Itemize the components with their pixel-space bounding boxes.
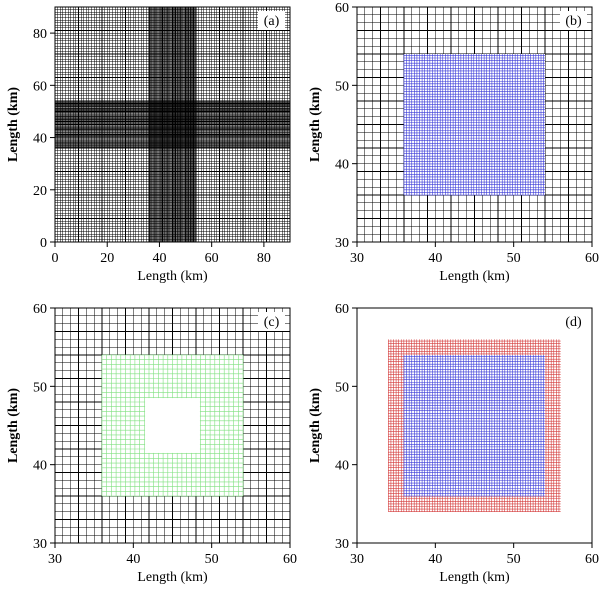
panel-b: 30 40 50 60 30 40 50 60 Length (km) Length (km) (b… [308, 1, 599, 284]
panel-c: 30 40 50 60 30 40 50 60 Length (km) Length (km) (c… [6, 302, 297, 585]
y-tick-label: 50 [33, 380, 47, 395]
panel-label: (b) [565, 14, 582, 29]
panel-label: (c) [264, 315, 280, 330]
base-grid [55, 308, 290, 543]
x-tick-label: 0 [52, 251, 59, 266]
plot-frame [356, 6, 593, 243]
y-axis-label: Length (km) [6, 388, 21, 463]
x-tick-label: 30 [48, 552, 62, 567]
y-tick-label: 30 [33, 537, 47, 552]
x-axis-label: Length (km) [439, 269, 510, 284]
mesh [388, 339, 561, 512]
x-tick-label: 50 [507, 552, 521, 567]
x-tick-label: 60 [585, 552, 599, 567]
panel-label-box [258, 312, 285, 331]
y-axis-label: Length (km) [308, 87, 323, 162]
x-tick-label: 30 [350, 552, 364, 567]
refinement-region [403, 54, 545, 196]
dense-band-grid [55, 7, 290, 242]
x-tick-label: 60 [205, 251, 219, 266]
y-axis-label: Length (km) [308, 388, 323, 463]
plot-frame [54, 6, 291, 243]
panel-label-box [258, 11, 285, 30]
y-tick-label: 50 [335, 380, 349, 395]
refinement-region [403, 355, 545, 497]
region-background [404, 355, 545, 496]
y-tick-label: 0 [40, 236, 47, 251]
x-tick-label: 40 [152, 251, 166, 266]
y-tick-label: 30 [335, 236, 349, 251]
panel-a: 0 20 40 60 80 0 20 40 60 80 Length (km) Length (km)… [6, 6, 291, 284]
y-tick-label: 40 [33, 459, 47, 474]
refinement-region [101, 354, 244, 497]
y-tick-label: 60 [33, 302, 47, 317]
panel-label: (d) [565, 315, 582, 330]
y-tick-label: 50 [335, 79, 349, 94]
mesh [55, 308, 290, 543]
plot-frame [54, 307, 291, 544]
y-tick-label: 60 [33, 79, 47, 94]
y-tick-label: 40 [335, 158, 349, 173]
y-tick-label: 60 [335, 302, 349, 317]
mesh [55, 7, 290, 242]
plot-frame [356, 307, 593, 544]
x-tick-label: 80 [257, 251, 271, 266]
x-axis-label: Length (km) [439, 570, 510, 585]
y-tick-label: 40 [33, 132, 47, 147]
panel-d: 30 40 50 60 30 40 50 60 Length (km) Length (km) (d… [308, 302, 599, 585]
x-tick-label: 50 [205, 552, 219, 567]
y-axis-label: Length (km) [6, 87, 21, 162]
x-tick-label: 40 [126, 552, 140, 567]
mesh [357, 7, 592, 242]
x-tick-label: 40 [428, 251, 442, 266]
x-tick-label: 60 [585, 251, 599, 266]
x-tick-label: 40 [428, 552, 442, 567]
x-tick-label: 50 [507, 251, 521, 266]
panel-label-box [560, 312, 587, 331]
y-tick-label: 40 [335, 459, 349, 474]
panel-label: (a) [264, 14, 280, 29]
y-tick-label: 30 [335, 537, 349, 552]
x-axis-label: Length (km) [137, 269, 208, 284]
region-background [404, 54, 545, 195]
x-axis-label: Length (km) [137, 570, 208, 585]
x-tick-label: 30 [350, 251, 364, 266]
region-grid [403, 54, 545, 196]
region-grid [403, 355, 545, 497]
y-tick-label: 60 [335, 1, 349, 16]
y-tick-label: 80 [33, 27, 47, 42]
x-tick-label: 20 [100, 251, 114, 266]
x-tick-label: 60 [283, 552, 297, 567]
panel-label-box [560, 11, 587, 30]
y-tick-label: 20 [33, 184, 47, 199]
region-hole [145, 398, 200, 453]
